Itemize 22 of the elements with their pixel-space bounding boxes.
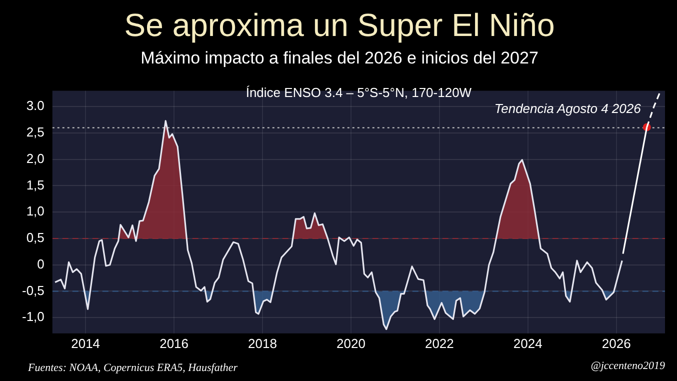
x-tick-label: 2020 (336, 336, 366, 351)
y-tick-label: -0,5 (22, 282, 44, 298)
y-tick-label: 0,5 (26, 230, 44, 246)
text: @jccenteno2019 (590, 360, 666, 372)
y-tick-label: 0 (37, 256, 44, 272)
x-tick-label: 2022 (424, 336, 454, 351)
y-tick-label: 1,5 (26, 177, 44, 192)
y-tick-label: 3.0 (26, 98, 44, 114)
y-tick-label: -1,0 (22, 309, 44, 324)
source-note: Fuentes: NOAA, Copernicus ERA5, Hausfather (27, 362, 238, 374)
x-tick-label: 2026 (602, 336, 631, 351)
x-tick-label: 2024 (513, 336, 542, 351)
annotation: Tendencia Agosto 4 2026 (494, 101, 642, 116)
y-tick-label: 1,0 (26, 204, 44, 219)
y-tick-label: 2,5 (26, 124, 44, 140)
annotation: Índice ENSO 3.4 – 5°S-5°N, 170-120W (246, 84, 472, 100)
chart-title: Se aproxima un Super El Niño (124, 7, 555, 44)
x-tick-label: 2014 (71, 336, 100, 351)
x-tick-label: 2018 (248, 336, 277, 351)
y-tick-label: 2,0 (26, 150, 44, 166)
chart-subtitle: Máximo impacto a finales del 2026 e inicios del 2027 (140, 48, 538, 68)
x-tick-label: 2016 (160, 336, 188, 351)
